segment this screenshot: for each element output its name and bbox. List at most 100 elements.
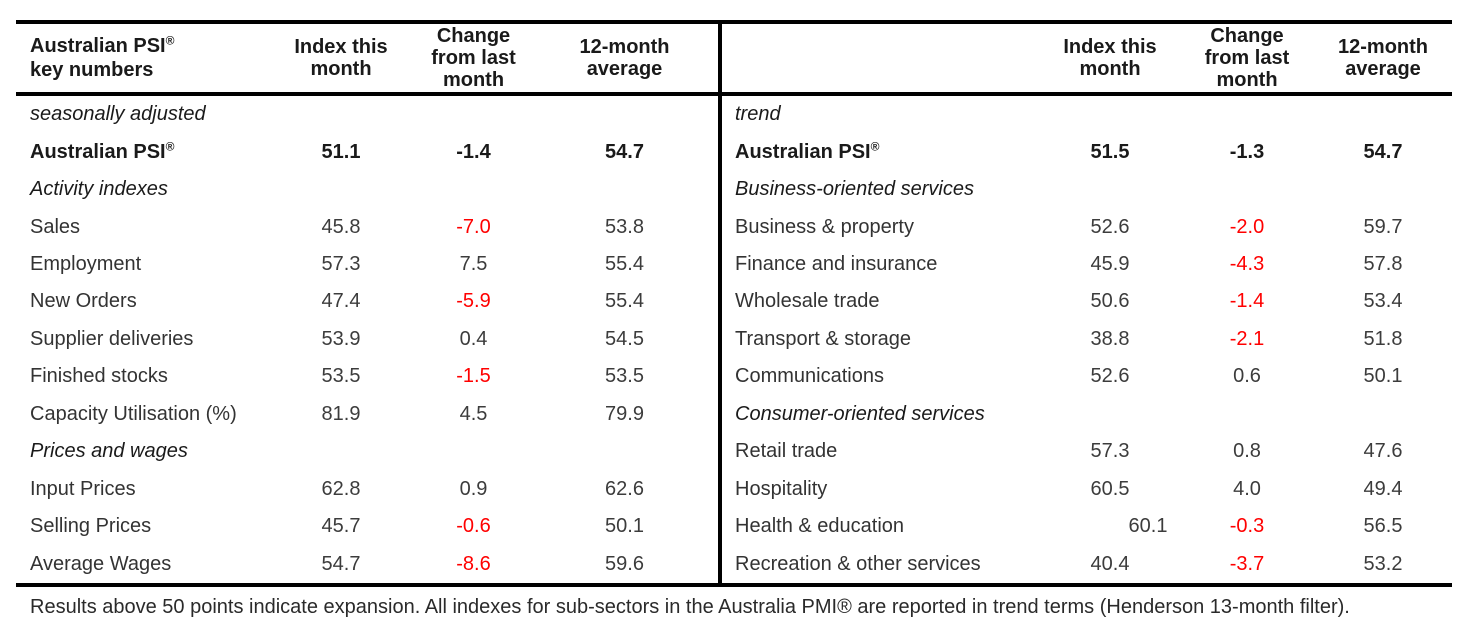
change-value: 0.8 (1233, 440, 1261, 463)
row-label: Business & property (735, 215, 914, 238)
average-value: 54.5 (605, 327, 644, 350)
average-value: 55.4 (605, 290, 644, 313)
index-value: 51.1 (321, 140, 361, 163)
table-row: Recreation & other services 40.4 -3.7 53… (722, 545, 1452, 582)
index-value: 81.9 (321, 402, 361, 425)
registered-mark: ® (165, 33, 175, 48)
table-row: Health & education 60.1 -0.3 56.5 (722, 508, 1452, 545)
section-label: Business-oriented services (735, 178, 974, 201)
change-value: 7.5 (459, 253, 488, 276)
row-label: Input Prices (30, 477, 136, 500)
seasonally-adjusted-table: Australian PSI® key numbers Index this m… (16, 24, 722, 583)
right-table-header-row: Index this month Change from last month … (722, 24, 1452, 96)
change-value: -0.6 (456, 515, 491, 538)
row-label: Wholesale trade (735, 290, 880, 313)
table-row: Sales 45.8 -7.0 53.8 (16, 208, 718, 245)
row-label: Finance and insurance (735, 253, 938, 276)
right-table-rows: trend Australian PSI® 51.5 -1.3 54.7 Bus… (722, 96, 1452, 583)
index-value: 50.6 (1090, 290, 1130, 313)
row-label: Average Wages (30, 552, 172, 575)
average-value: 57.8 (1363, 253, 1403, 276)
change-value: -2.1 (1229, 327, 1265, 350)
table-row: Input Prices 62.8 0.9 62.6 (16, 471, 718, 508)
row-label: Employment (30, 253, 142, 276)
trend-table: Index this month Change from last month … (722, 24, 1452, 583)
index-value: 45.8 (321, 215, 361, 238)
table-row: Finished stocks 53.5 -1.5 53.5 (16, 358, 718, 395)
section-label: Consumer-oriented services (735, 402, 985, 425)
change-value: 0.4 (459, 327, 488, 350)
index-value: 52.6 (1090, 215, 1130, 238)
change-value: -2.0 (1229, 215, 1265, 238)
table-section-row: trend (722, 96, 1452, 133)
index-value: 53.9 (321, 327, 361, 350)
average-value: 50.1 (605, 515, 644, 538)
left-table-title-line1: Australian PSI® (30, 33, 175, 57)
average-value: 53.5 (605, 365, 644, 388)
table-row: Supplier deliveries 53.9 0.4 54.5 (16, 321, 718, 358)
average-value: 59.7 (1363, 215, 1403, 238)
left-table-header-row: Australian PSI® key numbers Index this m… (16, 24, 718, 96)
footnote: Results above 50 points indicate expansi… (30, 595, 1350, 618)
change-value: -5.9 (456, 290, 491, 313)
row-label: Sales (30, 215, 81, 238)
registered-mark: ® (870, 139, 880, 154)
average-value: 54.7 (605, 140, 644, 163)
table-row: Employment 57.3 7.5 55.4 (16, 246, 718, 283)
left-table-rows: seasonally adjusted Australian PSI® 51.1… (16, 96, 718, 583)
table-total-row: Australian PSI® 51.5 -1.3 54.7 (722, 133, 1452, 170)
change-value: -4.3 (1229, 253, 1265, 276)
left-table-title-line2: key numbers (30, 59, 154, 81)
section-label: trend (735, 103, 781, 126)
index-value: 45.7 (321, 515, 361, 538)
row-label: Capacity Utilisation (%) (30, 402, 237, 425)
change-value: -7.0 (456, 215, 491, 238)
average-value: 53.2 (1363, 552, 1403, 575)
index-value: 38.8 (1090, 327, 1130, 350)
row-label: Recreation & other services (735, 552, 981, 575)
column-header-index-this-month: Index this month (1063, 36, 1157, 80)
table-total-row: Australian PSI® 51.1 -1.4 54.7 (16, 133, 718, 170)
table-row: Wholesale trade 50.6 -1.4 53.4 (722, 283, 1452, 320)
table-section-row: Activity indexes (16, 171, 718, 208)
table-row: Finance and insurance 45.9 -4.3 57.8 (722, 246, 1452, 283)
change-value: 4.0 (1233, 477, 1261, 500)
index-value: 40.4 (1090, 552, 1130, 575)
table-section-row: Consumer-oriented services (722, 396, 1452, 433)
row-label: Australian PSI® (30, 139, 175, 163)
index-value: 45.9 (1090, 253, 1130, 276)
change-value: 4.5 (459, 402, 488, 425)
change-value: -3.7 (1229, 552, 1265, 575)
table-row: Transport & storage 38.8 -2.1 51.8 (722, 321, 1452, 358)
table-row: Retail trade 57.3 0.8 47.6 (722, 433, 1452, 470)
change-value: -1.4 (456, 140, 491, 163)
average-value: 59.6 (605, 552, 644, 575)
index-value: 62.8 (321, 477, 361, 500)
table-row: Average Wages 54.7 -8.6 59.6 (16, 545, 718, 582)
index-value: 53.5 (321, 365, 361, 388)
row-label: Supplier deliveries (30, 327, 194, 350)
table-section-row: seasonally adjusted (16, 96, 718, 133)
average-value: 49.4 (1363, 477, 1403, 500)
section-label: seasonally adjusted (30, 103, 206, 126)
table-row: Business & property 52.6 -2.0 59.7 (722, 208, 1452, 245)
psi-tables: Australian PSI® key numbers Index this m… (16, 20, 1452, 587)
change-value: -1.4 (1229, 290, 1265, 313)
change-value: -1.3 (1229, 140, 1265, 163)
index-value: 60.5 (1090, 477, 1130, 500)
row-label: Australian PSI® (735, 139, 880, 163)
average-value: 51.8 (1363, 327, 1403, 350)
index-value: 57.3 (321, 253, 361, 276)
section-label: Activity indexes (30, 178, 168, 201)
row-label: Finished stocks (30, 365, 168, 388)
registered-mark: ® (165, 139, 175, 154)
change-value: 0.6 (1233, 365, 1261, 388)
average-value: 54.7 (1363, 140, 1403, 163)
left-table-title: Australian PSI® key numbers (16, 34, 266, 82)
table-section-row: Business-oriented services (722, 171, 1452, 208)
average-value: 53.8 (605, 215, 644, 238)
table-row: New Orders 47.4 -5.9 55.4 (16, 283, 718, 320)
column-header-index-this-month: Index this month (294, 36, 388, 80)
row-label: Health & education (735, 515, 905, 538)
